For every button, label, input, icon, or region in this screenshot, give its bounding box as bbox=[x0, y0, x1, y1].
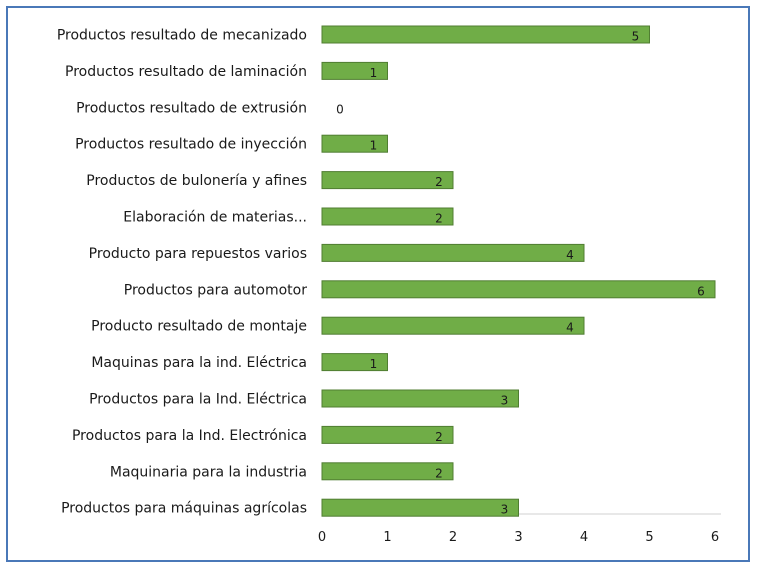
bar bbox=[321, 243, 585, 262]
bar bbox=[321, 61, 388, 80]
bar bbox=[321, 389, 519, 408]
x-tick-label: 1 bbox=[383, 530, 391, 545]
category-label: Productos resultado de mecanizado bbox=[57, 28, 307, 44]
data-label: 1 bbox=[370, 66, 378, 80]
data-label: 3 bbox=[501, 503, 509, 517]
data-label: 4 bbox=[566, 248, 574, 262]
category-label: Producto para repuestos varios bbox=[89, 246, 307, 262]
data-label: 0 bbox=[336, 102, 344, 116]
x-tick-label: 0 bbox=[318, 530, 326, 545]
x-tick-label: 5 bbox=[645, 530, 653, 545]
x-tick-label: 3 bbox=[514, 530, 522, 545]
category-label: Producto resultado de montaje bbox=[91, 319, 307, 335]
data-label: 2 bbox=[435, 466, 443, 480]
data-label: 1 bbox=[370, 139, 378, 153]
category-label: Productos para la Ind. Eléctrica bbox=[89, 392, 307, 408]
bar bbox=[321, 353, 388, 372]
category-label: Productos para máquinas agrícolas bbox=[61, 501, 307, 517]
data-label: 4 bbox=[566, 321, 574, 335]
bar bbox=[321, 134, 388, 153]
x-tick-label: 4 bbox=[580, 530, 588, 545]
category-label: Productos para la Ind. Electrónica bbox=[72, 428, 307, 444]
data-label: 6 bbox=[697, 284, 705, 298]
bar bbox=[321, 316, 585, 335]
data-label: 1 bbox=[370, 357, 378, 371]
category-label: Productos resultado de extrusión bbox=[76, 100, 307, 116]
data-label: 3 bbox=[501, 394, 509, 408]
category-label: Maquinas para la ind. Eléctrica bbox=[91, 355, 307, 371]
bar bbox=[321, 171, 454, 190]
x-tick-label: 2 bbox=[449, 530, 457, 545]
x-tick-label: 6 bbox=[711, 530, 719, 545]
bar bbox=[321, 25, 650, 44]
category-label: Maquinaria para la industria bbox=[110, 464, 307, 480]
bar bbox=[321, 207, 454, 226]
data-label: 2 bbox=[435, 212, 443, 226]
category-label: Productos para automotor bbox=[124, 282, 307, 298]
bar bbox=[321, 462, 454, 481]
category-label: Productos resultado de laminación bbox=[65, 64, 307, 80]
category-label: Productos resultado de inyección bbox=[75, 137, 307, 153]
data-label: 2 bbox=[435, 430, 443, 444]
data-label: 2 bbox=[435, 175, 443, 189]
bar bbox=[321, 280, 716, 299]
bar bbox=[321, 498, 519, 517]
data-label: 5 bbox=[632, 30, 640, 44]
category-label: Elaboración de materias... bbox=[123, 210, 307, 226]
category-label: Productos de bulonería y afines bbox=[86, 173, 307, 189]
bar bbox=[321, 425, 454, 444]
